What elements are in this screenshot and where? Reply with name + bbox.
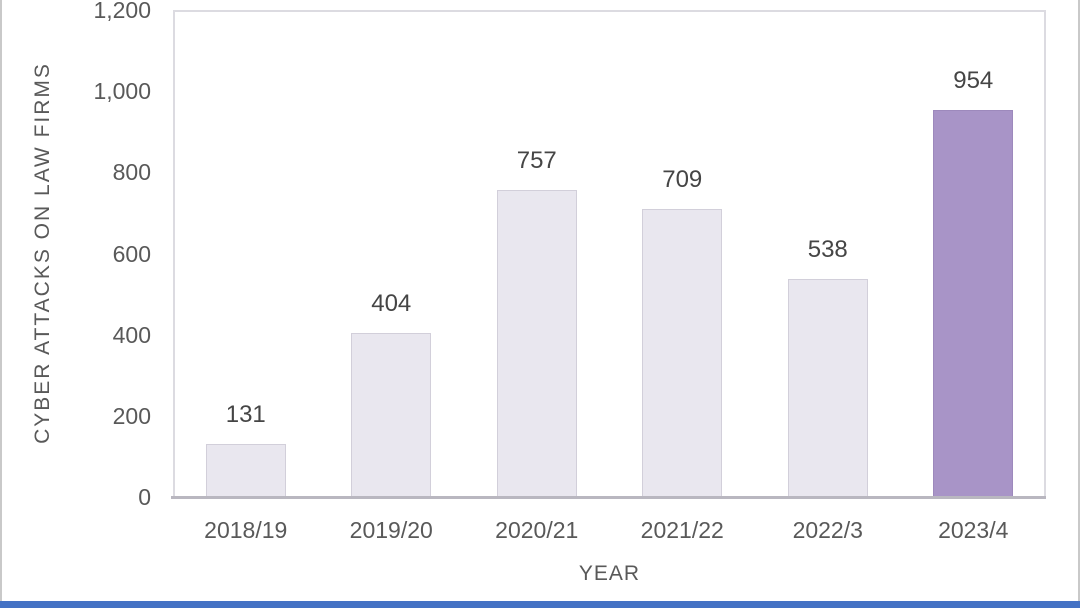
y-tick-label: 600 [112, 240, 151, 267]
bar-2019/20 [351, 333, 432, 497]
left-edge-border [0, 0, 2, 608]
x-axis-category-labels: 2018/19 2019/20 2020/21 2021/22 2022/3 2023/4 [173, 517, 1046, 543]
right-edge-border [1078, 0, 1080, 608]
data-label-2023/4: 954 [953, 67, 994, 94]
bar-2018/19 [205, 444, 286, 497]
bar-slot-2021/22: 709 [610, 12, 756, 497]
data-label-2021/22: 709 [662, 166, 703, 193]
bar-2023/4 [933, 110, 1014, 497]
category-label-2021/22: 2021/22 [640, 517, 724, 543]
y-tick-label: 800 [112, 159, 151, 186]
category-label-2022/3: 2022/3 [792, 517, 863, 543]
y-axis-tick-labels: 0 200 400 600 800 1,000 1,200 [0, 0, 151, 509]
category-label-2019/20: 2019/20 [349, 517, 433, 543]
data-label-2022/3: 538 [807, 236, 848, 263]
bar-slot-2023/4: 954 [901, 12, 1047, 497]
y-tick-label: 1,000 [93, 78, 151, 105]
category-label-2018/19: 2018/19 [204, 517, 288, 543]
y-tick-label: 400 [112, 321, 151, 348]
y-tick-label: 1,200 [93, 0, 151, 23]
x-axis-line [171, 496, 1046, 499]
bar-slot-2018/19: 131 [173, 12, 319, 497]
bottom-blue-strip [0, 601, 1080, 608]
bar-slot-2022/3: 538 [755, 12, 901, 497]
data-label-2019/20: 404 [371, 290, 412, 317]
x-axis-title: YEAR [578, 562, 641, 585]
category-label-2023/4: 2023/4 [938, 517, 1009, 543]
plot-area: 131 404 757 709 538 954 [171, 10, 1047, 499]
data-label-2020/21: 757 [516, 147, 557, 174]
bar-2022/3 [787, 279, 868, 497]
bar-slot-2020/21: 757 [464, 12, 610, 497]
bar-slot-2019/20: 404 [319, 12, 465, 497]
y-tick-label: 0 [138, 484, 151, 510]
bar-2020/21 [496, 190, 577, 497]
data-label-2018/19: 131 [225, 401, 266, 428]
y-tick-label: 200 [112, 402, 151, 429]
category-label-2020/21: 2020/21 [495, 517, 579, 543]
bar-2021/22 [642, 209, 723, 497]
